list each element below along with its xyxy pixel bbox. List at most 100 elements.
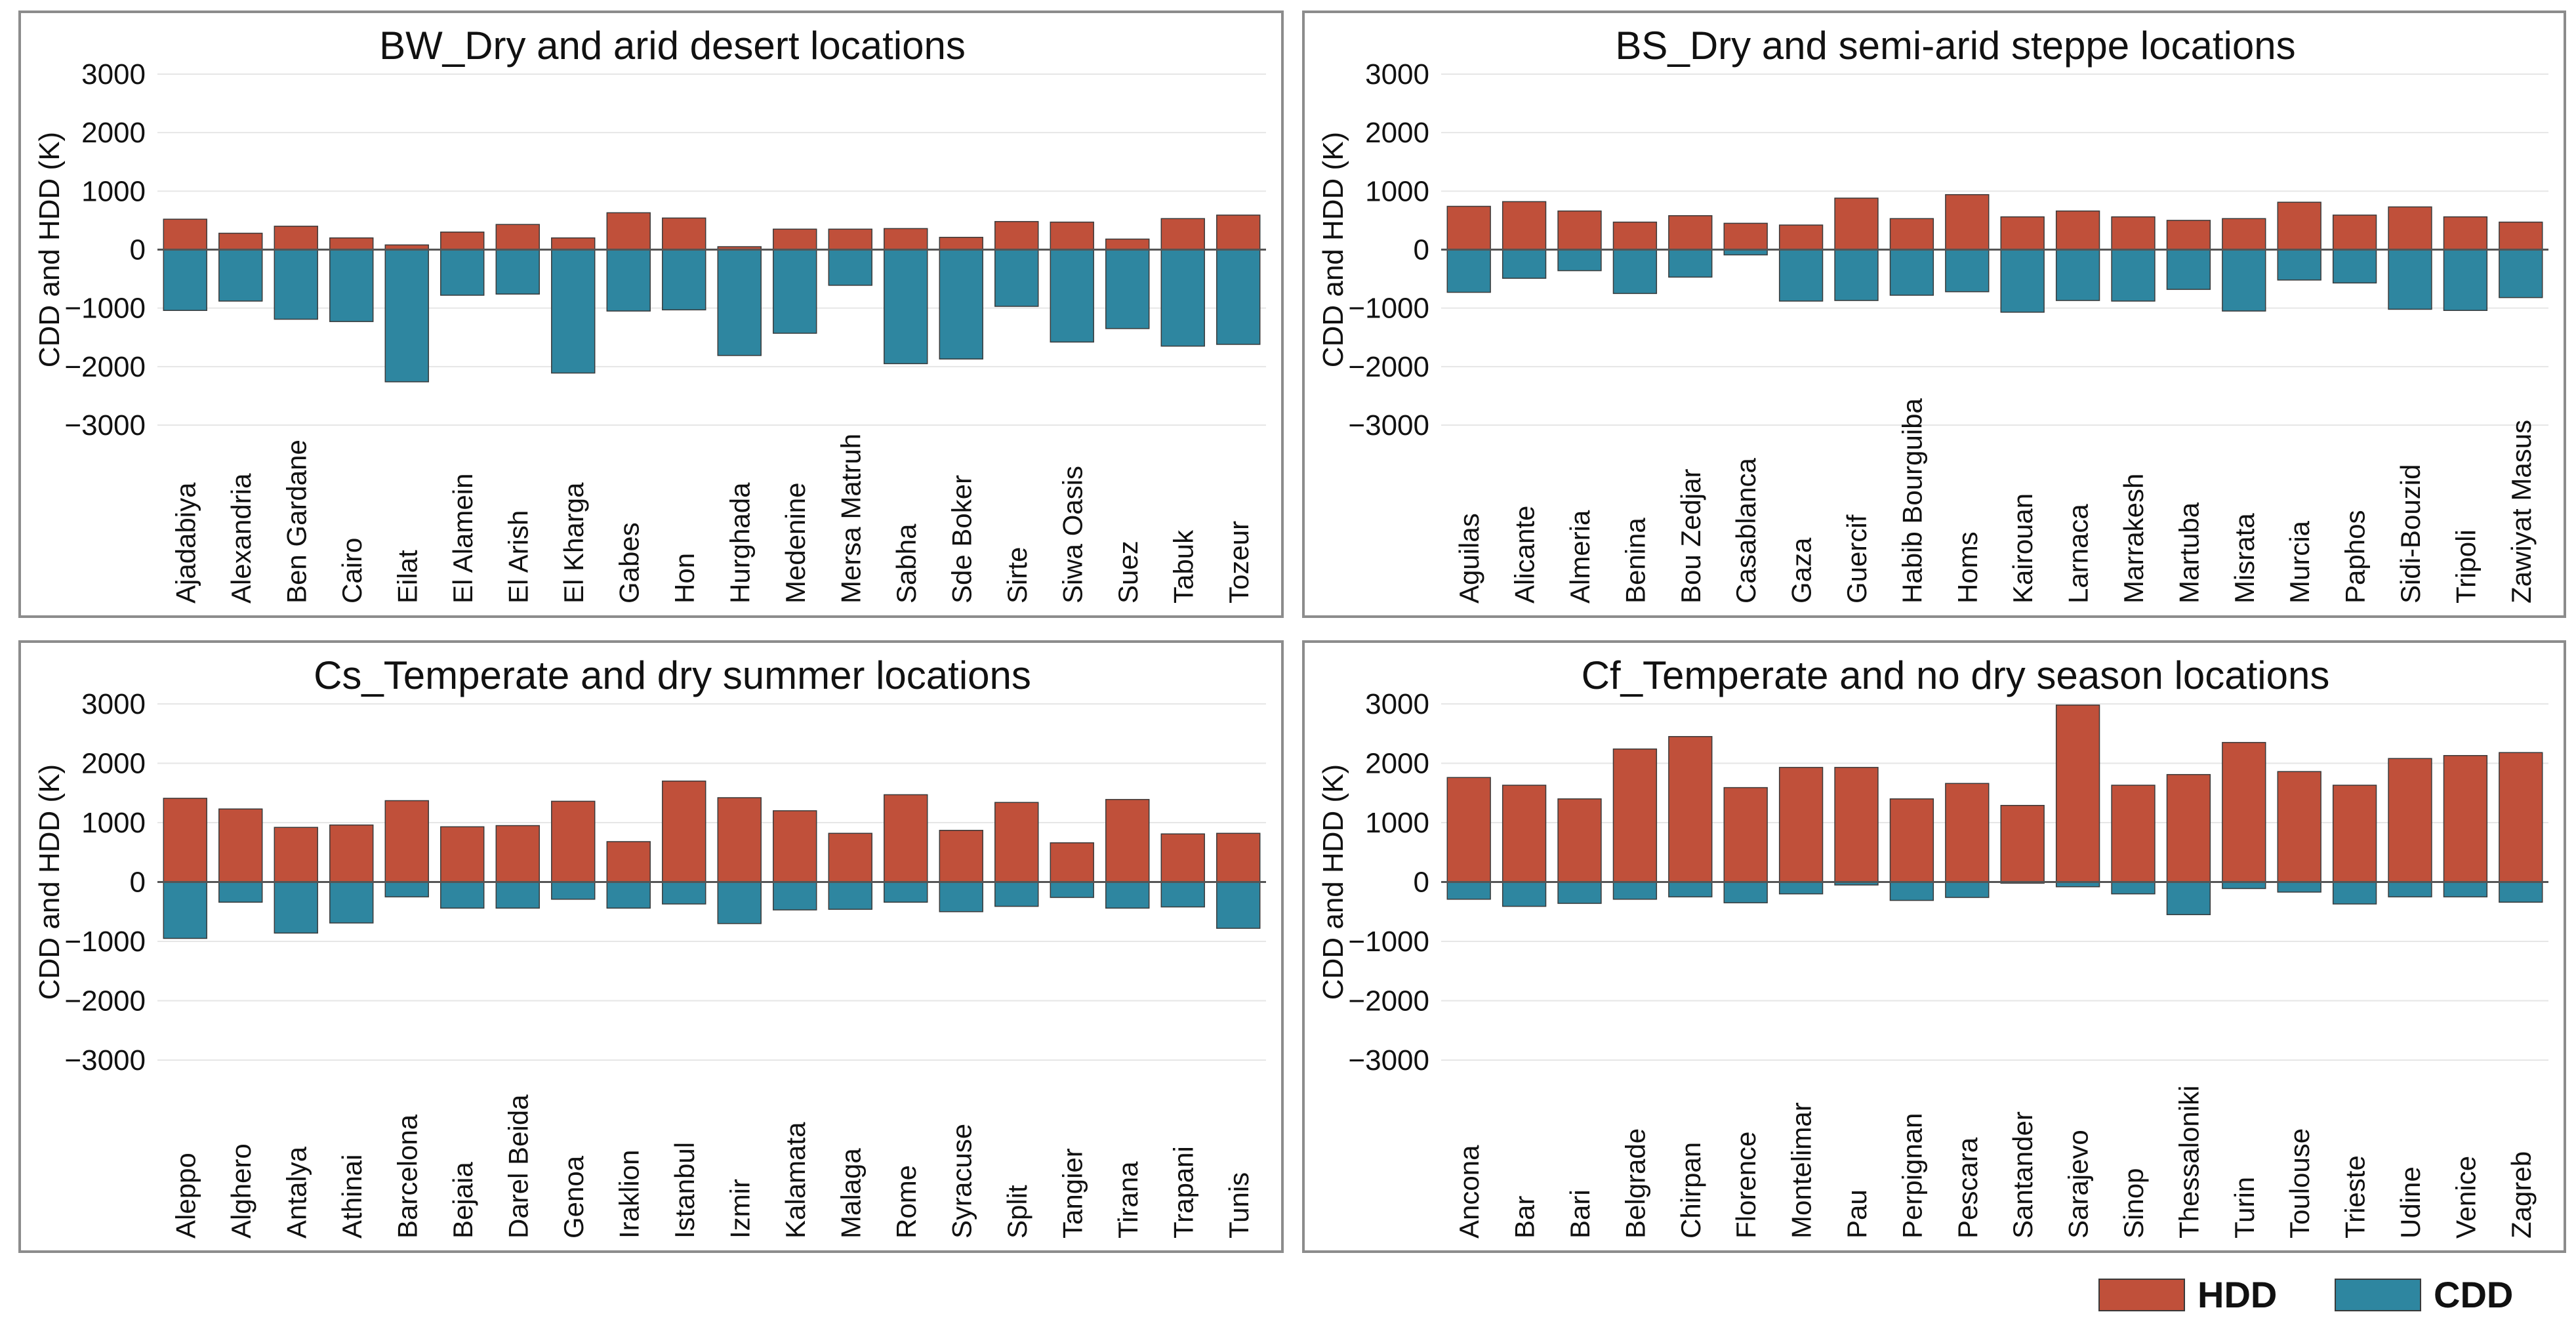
bar-hdd (2000, 805, 2045, 883)
x-tick-label: Guercif (1841, 514, 1872, 604)
bar-cdd (2443, 881, 2488, 897)
x-tick-label: Barcelona (392, 1114, 422, 1239)
bar-hdd (2332, 785, 2377, 883)
bar-hdd (717, 797, 762, 883)
bar-hdd (1050, 221, 1094, 251)
x-tick-label: Montelimar (1786, 1102, 1817, 1239)
bar-cdd (2111, 249, 2156, 302)
x-tick-label: Genoa (558, 1155, 589, 1239)
x-tick-label: Turin (2229, 1177, 2260, 1239)
bar-cdd (274, 881, 318, 934)
bar-cdd (662, 249, 706, 311)
bar-hdd (163, 798, 207, 883)
bar-cdd (384, 249, 429, 382)
bar-cdd (1557, 249, 1602, 272)
bar-cdd (1612, 881, 1658, 900)
y-tick-label: −2000 (1348, 985, 1429, 1017)
x-tick-label: Murcia (2284, 520, 2315, 604)
bar-hdd (1502, 201, 1547, 251)
bar-hdd (1446, 777, 1491, 883)
bar-cdd (1502, 249, 1547, 279)
bar-cdd (1050, 249, 1094, 343)
y-tick-label: 3000 (1365, 688, 1429, 720)
chart-title: BS_Dry and semi-arid steppe locations (1615, 24, 2295, 68)
chart-title: BW_Dry and arid desert locations (379, 24, 966, 68)
x-tick-label: Bar (1509, 1196, 1540, 1239)
y-tick-label: −2000 (64, 351, 146, 383)
bar-hdd (1216, 832, 1261, 883)
bar-hdd (2222, 742, 2266, 883)
x-tick-label: Trapani (1168, 1146, 1198, 1239)
bar-hdd (2332, 215, 2377, 251)
x-tick-label: Tirana (1113, 1161, 1143, 1239)
bar-hdd (994, 220, 1039, 251)
x-tick-label: Aguilas (1454, 513, 1484, 604)
x-tick-label: Kalamata (780, 1122, 811, 1239)
bar-cdd (994, 249, 1039, 307)
x-tick-label: Paphos (2340, 510, 2371, 604)
x-tick-label: Istanbul (669, 1142, 700, 1239)
bar-hdd (495, 224, 540, 251)
bar-cdd (828, 249, 872, 286)
x-tick-label: Bou Zedjar (1675, 469, 1706, 604)
bar-hdd (773, 228, 817, 251)
bar-cdd (1778, 881, 1824, 895)
bar-hdd (1889, 218, 1934, 251)
x-tick-label: Alghero (226, 1143, 256, 1239)
x-tick-label: Tripoli (2450, 529, 2481, 604)
panel-frame (1302, 640, 2566, 1253)
bar-hdd (2388, 758, 2432, 883)
bar-hdd (1723, 222, 1768, 251)
bar-hdd (1668, 215, 1713, 251)
bar-cdd (495, 249, 540, 295)
bar-hdd (2111, 216, 2156, 251)
x-tick-label: Toulouse (2284, 1128, 2315, 1239)
x-tick-label: Habib Bourguiba (1896, 398, 1927, 604)
x-tick-label: Zagreb (2506, 1151, 2537, 1239)
bar-hdd (1778, 767, 1824, 883)
bar-hdd (1723, 787, 1768, 883)
chart-title: Cf_Temperate and no dry season locations (1582, 653, 2330, 697)
x-tick-label: Aleppo (170, 1153, 201, 1239)
bar-cdd (440, 249, 485, 296)
x-tick-label: Hon (669, 553, 700, 604)
bar-hdd (939, 830, 983, 883)
y-axis-label: CDD and HDD (K) (1317, 764, 1349, 1000)
bar-hdd (329, 237, 374, 251)
bar-hdd (884, 794, 928, 883)
bar-cdd (163, 881, 207, 939)
bar-cdd (1668, 881, 1713, 897)
y-tick-label: 3000 (1365, 58, 1429, 91)
bar-cdd (2277, 249, 2321, 281)
bar-hdd (1778, 224, 1824, 251)
bar-hdd (2499, 752, 2543, 883)
x-tick-label: Perpignan (1896, 1113, 1927, 1239)
bar-hdd (218, 232, 263, 251)
bar-cdd (551, 249, 596, 374)
x-tick-label: Malaga (835, 1148, 866, 1239)
x-tick-label: Suez (1113, 541, 1143, 604)
y-tick-label: −3000 (64, 1044, 146, 1077)
bar-hdd (662, 780, 706, 883)
x-tick-label: Venice (2450, 1156, 2481, 1239)
x-tick-label: Bari (1564, 1189, 1595, 1239)
bar-cdd (2443, 249, 2488, 311)
bar-cdd (2277, 881, 2321, 893)
bar-hdd (2277, 201, 2321, 251)
bar-hdd (440, 826, 485, 883)
bar-cdd (329, 881, 374, 924)
x-tick-label: Homs (1952, 531, 1983, 604)
bar-cdd (994, 881, 1039, 907)
y-tick-label: 2000 (81, 748, 146, 780)
x-tick-label: Benina (1620, 518, 1650, 604)
bar-cdd (1160, 881, 1205, 908)
x-tick-label: Sirte (1002, 547, 1032, 604)
bar-cdd (606, 249, 651, 312)
bar-cdd (495, 881, 540, 909)
y-tick-label: 1000 (81, 807, 146, 839)
y-axis-label: CDD and HDD (K) (33, 132, 66, 367)
x-tick-label: Tangier (1057, 1148, 1088, 1239)
bar-cdd (2111, 881, 2156, 895)
bar-cdd (2222, 249, 2266, 312)
x-tick-label: Medenine (780, 483, 811, 604)
